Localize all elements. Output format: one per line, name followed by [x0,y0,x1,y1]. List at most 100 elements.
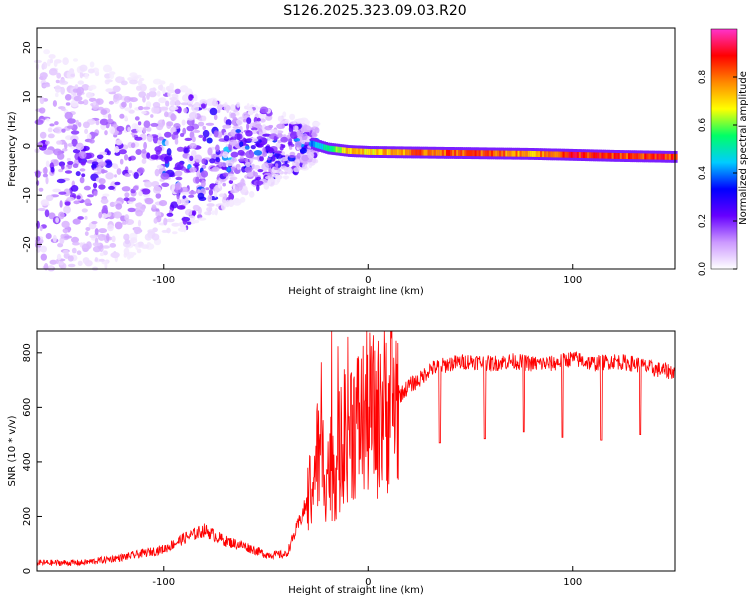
ridge-core [634,153,637,160]
spectrogram-blob [124,154,129,161]
spectrogram-blob [105,172,114,180]
spectrogram-blob [67,263,76,268]
spectrogram-blob [136,85,142,91]
spectrogram-blob [67,118,76,124]
spectrogram-blob [103,214,111,218]
spectrogram-blob [300,127,304,134]
ridge-core [411,149,414,156]
spectrogram-blob [48,54,56,59]
spectrogram-blob [53,60,58,67]
spectrogram-blob [228,180,234,184]
spectrogram-blob [44,209,50,218]
spectrogram-blob [150,114,154,118]
spectrogram-blob [52,188,62,193]
spectrogram-blob [201,103,206,109]
spectrogram-blob [71,138,78,147]
spectrogram-blob [207,194,213,203]
spectrogram-blob [84,215,88,220]
ridge-core [552,151,555,158]
spectrogram-blob [249,137,259,143]
spectrogram-blob [62,57,69,65]
spectrogram-blob [206,203,215,207]
spectrogram-blob [281,123,285,129]
snr-panel: -100 0 100 0 200 400 600 800 Height of straight… [7,330,676,596]
ridge-core [358,148,361,155]
spectrogram-blob [78,122,82,128]
spectrogram-blob [201,179,206,188]
spectrogram-blob [47,133,55,139]
snr-ytick-label: 0 [22,568,33,574]
spectrogram-blob [164,139,170,147]
spectrogram-blob [201,158,207,165]
spectrogram-blob [102,250,108,256]
ridge-core [646,153,649,160]
spectrogram-blob [213,130,219,138]
spectrogram-blob [137,219,142,227]
ridge-core [480,150,484,157]
spectrogram-blob [207,147,213,156]
spectrogram-blob [275,142,281,149]
ridge-core [509,150,512,157]
ridge-core [331,146,335,152]
spectrogram-blob [182,218,188,225]
spectrogram-blob [64,94,72,101]
spectrogram-blob [79,168,86,172]
spectrogram-blob [98,258,105,262]
spectrogram-blob [58,211,65,220]
spectrogram-blob [255,142,260,147]
spectrogram-blob [157,132,162,138]
spectrogram-blob [149,87,157,92]
spectrogram-blob [176,192,180,200]
spectrogram-blob [302,160,308,165]
ridge-core [486,150,490,157]
ridge-core [495,150,498,157]
ridge-core [368,149,371,155]
spectrogram-blob [208,189,214,196]
spectrogram-blob [166,121,174,127]
spectrogram-blob [58,261,64,266]
spectrogram-blob [256,184,260,192]
spectrogram-blob [81,173,86,178]
ridge-core [339,147,343,153]
spectrogram-blob [67,143,73,147]
spectrogram-blob [273,150,282,154]
spectrogram-blob [234,133,243,140]
spectrogram-blob [53,159,59,167]
ridge-core [585,152,588,159]
spectrogram-blob [104,130,108,136]
ridge-core [632,153,635,160]
ridge-core [609,152,613,159]
snr-xtick-label: -100 [152,577,175,588]
ridge-core [315,141,318,148]
spectrogram-blob [45,194,54,202]
spectrogram-blob [93,182,98,189]
ridge-core [421,149,424,156]
spectrogram-blob [275,163,279,168]
ridge-core [450,150,453,156]
spectrogram-blob [152,101,161,109]
ridge-core [562,151,566,158]
spectrogram-blob [150,122,159,127]
spectrogram-blob [127,170,133,174]
spectrogram-blob [33,59,43,64]
spectrogram-blob [202,125,206,131]
spectrogram-blob [287,167,293,174]
spectrogram-blob [245,150,255,159]
ridge-core [578,152,582,158]
spectrogram-blob [299,147,307,154]
spectrogram-blob [189,111,198,120]
spectrogram-blob [99,151,108,155]
spectrogram-blob [151,204,157,209]
spectrogram-blob [163,217,168,226]
spectrogram-blob [236,118,243,126]
ridge-core [388,149,392,156]
spectrogram-blob [78,100,85,105]
spectrogram-blob [311,132,317,137]
spectrogram-blob [56,72,62,79]
ridge-core [652,153,656,160]
ridge-core [654,153,658,160]
spectrogram-blob [116,168,122,175]
spectrogram-blob [194,154,203,163]
spectrogram-blob [215,144,220,152]
spectrogram-blob [150,154,159,160]
